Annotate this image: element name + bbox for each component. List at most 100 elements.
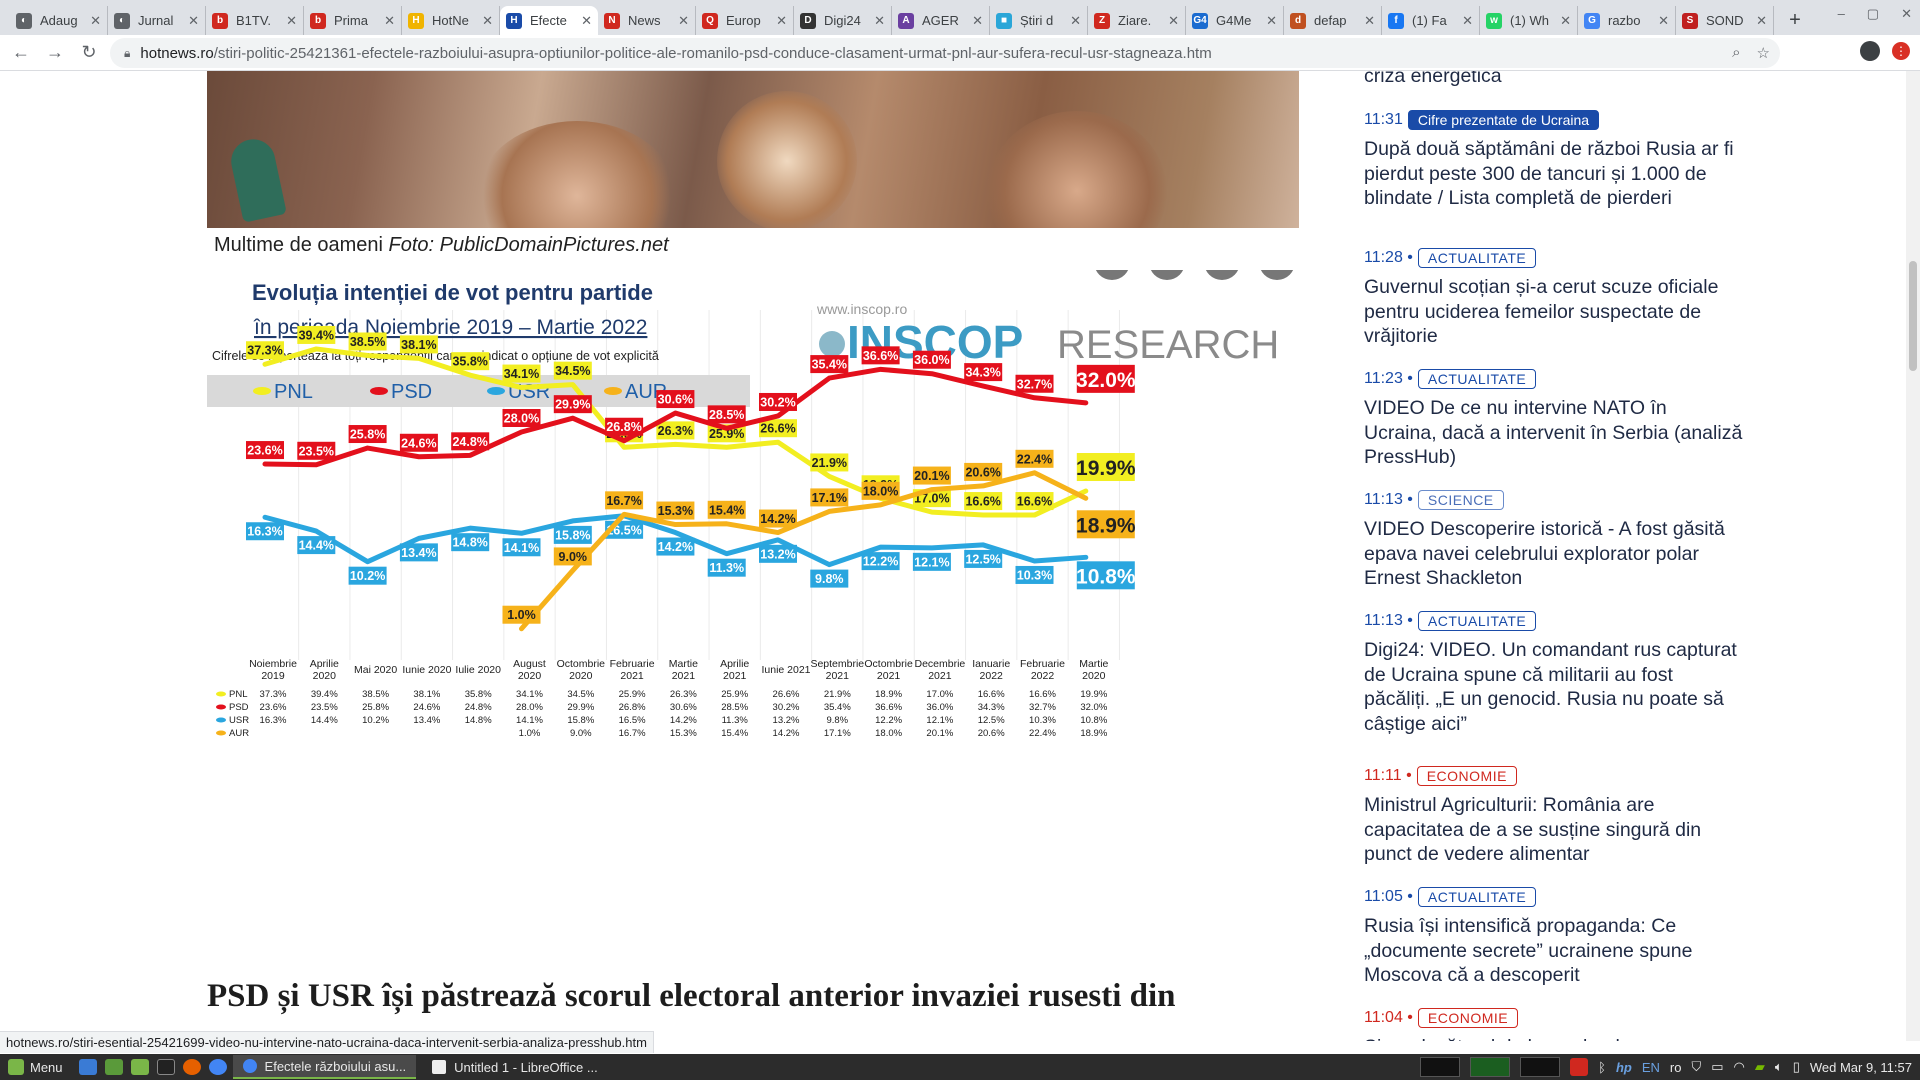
display-icon[interactable]: ▭ [1711,1059,1724,1074]
news-item[interactable]: 11:05 • ACTUALITATE Rusia își intensifică … [1364,884,1744,988]
maximize-icon[interactable]: ▢ [1866,6,1880,21]
browser-tab[interactable]: ◐ Adaug ✕ [10,6,108,35]
news-title[interactable]: VIDEO Descoperire istorică - A fost găsi… [1364,518,1725,589]
task-chrome[interactable]: Efectele războiului asu... [232,1055,417,1079]
app-tray-icon[interactable] [1570,1058,1589,1076]
close-window-icon[interactable]: ✕ [1901,6,1912,21]
news-title[interactable]: Și producătorul de bere olandez [1364,1035,1744,1041]
category-badge[interactable]: ACTUALITATE [1417,887,1537,907]
data-label: 37.3% [247,344,282,358]
bluetooth-icon[interactable]: ᛒ [1598,1059,1606,1075]
browser-tab[interactable]: f (1) Fa ✕ [1382,6,1480,35]
tab-close-icon[interactable]: ✕ [384,12,395,28]
browser-tab[interactable]: G4 G4Me ✕ [1186,6,1284,35]
page-scrollbar[interactable] [1906,71,1920,1041]
browser-tab[interactable]: D Digi24 ✕ [794,6,892,35]
tab-close-icon[interactable]: ✕ [1364,12,1375,28]
chrome-launcher-icon[interactable] [208,1059,227,1075]
bookmark-star-icon[interactable]: ☆ [1756,45,1770,62]
category-badge[interactable]: ACTUALITATE [1417,369,1537,389]
clock[interactable]: Wed Mar 9, 11:57 [1809,1059,1912,1075]
tab-close-icon[interactable]: ✕ [1266,12,1277,28]
news-title[interactable]: VIDEO De ce nu intervine NATO în Ucraina… [1364,397,1743,468]
news-title[interactable]: Rusia își intensifică propaganda: Ce „do… [1364,915,1693,986]
nvidia-icon[interactable]: ▰ [1754,1059,1765,1074]
forward-button[interactable]: → [46,42,64,62]
tab-close-icon[interactable]: ✕ [1462,12,1473,28]
update-menu-icon[interactable]: ⋮ [1892,42,1910,60]
news-item[interactable]: 11:23 • ACTUALITATE VIDEO De ce nu intervi… [1364,366,1744,470]
tab-close-icon[interactable]: ✕ [874,12,885,28]
tab-close-icon[interactable]: ✕ [188,12,199,28]
tab-close-icon[interactable]: ✕ [972,12,983,28]
address-bar[interactable]: 🔒︎ hotnews.ro/stiri-politic-25421361-efe… [110,38,1780,68]
browser-tab[interactable]: b Prima ✕ [304,6,402,35]
tab-close-icon[interactable]: ✕ [581,12,592,28]
tab-close-icon[interactable]: ✕ [286,12,297,28]
tab-close-icon[interactable]: ✕ [1070,12,1081,28]
shield-icon[interactable]: ⛉ [1691,1059,1702,1074]
terminal-launcher-icon[interactable] [104,1059,123,1075]
wifi-icon[interactable]: ◠ [1733,1059,1745,1074]
scrollbar-thumb[interactable] [1909,261,1917,371]
browser-tab[interactable]: w (1) Wh ✕ [1480,6,1578,35]
tab-close-icon[interactable]: ✕ [678,12,689,28]
category-badge[interactable]: ACTUALITATE [1417,248,1537,268]
category-badge[interactable]: SCIENCE [1417,490,1504,510]
tab-close-icon[interactable]: ✕ [1658,12,1669,28]
browser-tab[interactable]: ■ Știri d ✕ [990,6,1088,35]
tab-title: (1) Wh [1510,13,1549,28]
profile-avatar[interactable] [1860,41,1880,61]
category-badge[interactable]: Cifre prezentate de Ucraina [1407,110,1600,130]
browser-tab[interactable]: N News ✕ [598,6,696,35]
browser-tab[interactable]: Q Europ ✕ [696,6,794,35]
browser-tab[interactable]: S SOND ✕ [1676,6,1774,35]
browser-tab[interactable]: H Efecte ✕ [500,6,598,35]
console-launcher-icon[interactable] [156,1059,175,1075]
news-item[interactable]: 11:31 Cifre prezentate de Ucraina După dou… [1364,107,1744,211]
news-item[interactable]: 11:04 •ECONOMIE Și producătorul de bere o… [1364,1005,1744,1041]
browser-tab[interactable]: Z Ziare. ✕ [1088,6,1186,35]
tab-close-icon[interactable]: ✕ [1560,12,1571,28]
browser-tab[interactable]: H HotNe ✕ [402,6,500,35]
back-button[interactable]: ← [12,42,30,62]
news-title[interactable]: Guvernul scoțian și-a cerut scuze oficia… [1364,276,1719,347]
news-item[interactable]: 11:28 • ACTUALITATE Guvernul scoțian și-a … [1364,245,1744,349]
keyboard-layout-en[interactable]: EN [1641,1059,1660,1075]
tab-close-icon[interactable]: ✕ [1168,12,1179,28]
start-menu-button[interactable]: Menu [0,1059,71,1075]
category-badge[interactable]: ECONOMIE [1417,1008,1519,1028]
table-series-name: USR [229,715,249,726]
minimize-icon[interactable]: – [1837,6,1845,21]
browser-tab[interactable]: ◐ Jurnal ✕ [108,6,206,35]
browser-tab[interactable]: d defap ✕ [1284,6,1382,35]
tab-close-icon[interactable]: ✕ [482,12,493,28]
task-libreoffice[interactable]: Untitled 1 - LibreOffice ... [422,1055,608,1079]
tab-close-icon[interactable]: ✕ [90,12,101,28]
news-title[interactable]: Ministrul Agriculturii: România are capa… [1364,794,1702,865]
news-fragment[interactable]: criza energetica [1364,71,1502,87]
new-tab-button[interactable]: + [1789,9,1801,31]
show-desktop-icon[interactable] [78,1059,97,1075]
hp-icon[interactable]: hp [1615,1059,1632,1075]
browser-tab[interactable]: A AGER ✕ [892,6,990,35]
firefox-launcher-icon[interactable] [182,1059,201,1075]
lock-icon[interactable]: 🔒︎ [124,45,131,60]
browser-tab[interactable]: b B1TV. ✕ [206,6,304,35]
zoom-icon[interactable]: ⌕ [1732,44,1741,61]
category-badge[interactable]: ECONOMIE [1416,766,1517,786]
news-item[interactable]: 11:13 • ACTUALITATE Digi24: VIDEO. Un coma… [1364,608,1744,736]
volume-icon[interactable]: 🔈︎ [1774,1059,1783,1074]
keyboard-layout-ro[interactable]: ro [1669,1059,1682,1075]
category-badge[interactable]: ACTUALITATE [1417,611,1537,631]
news-title[interactable]: După două săptămâni de război Rusia ar f… [1364,138,1734,209]
battery-icon[interactable]: ▯ [1792,1059,1800,1074]
news-title[interactable]: Digi24: VIDEO. Un comandant rus capturat… [1364,639,1737,735]
tab-close-icon[interactable]: ✕ [776,12,787,28]
files-launcher-icon[interactable] [130,1059,149,1075]
tab-close-icon[interactable]: ✕ [1756,12,1767,28]
news-item[interactable]: 11:13 • SCIENCE VIDEO Descoperire istorică… [1364,487,1744,591]
reload-button[interactable]: ↻ [81,42,97,62]
news-item[interactable]: 11:11 • ECONOMIE Ministrul Agriculturii: R… [1364,763,1744,867]
